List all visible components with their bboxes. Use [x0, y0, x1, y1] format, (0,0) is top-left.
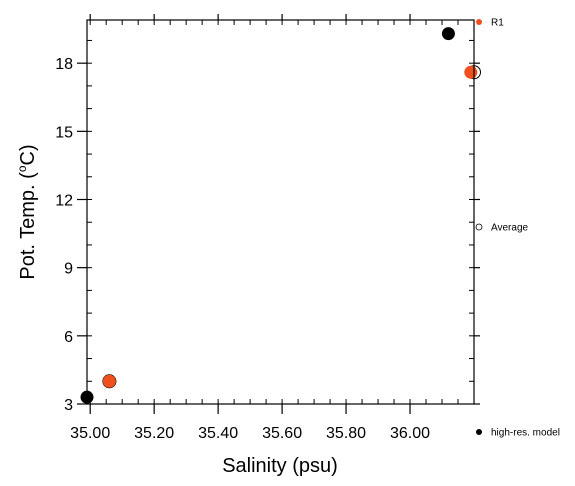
- y-axis-title-main: Pot. Temp. (: [17, 172, 39, 280]
- legend: R1 Average high-res. model: [475, 18, 560, 439]
- legend-label: R1: [491, 18, 504, 29]
- legend-marker: [475, 223, 483, 231]
- legend-label: high-res. model: [491, 428, 560, 439]
- y-tick-label: 18: [55, 56, 73, 73]
- x-tick-label: 35.00: [70, 425, 110, 442]
- x-tick-label: 35.60: [262, 425, 302, 442]
- y-axis-title: Pot. Temp. (oC): [15, 144, 39, 279]
- x-tick-label: 35.20: [134, 425, 174, 442]
- axis-ticks: [77, 14, 480, 414]
- tick-labels: 35.00 35.20 35.40 35.60 35.80 36.00 3 6 9 12 15 18: [55, 56, 430, 442]
- x-tick-label: 35.80: [326, 425, 366, 442]
- y-tick-label: 12: [55, 193, 73, 210]
- legend-label: Average: [491, 223, 529, 234]
- x-axis-title: Salinity (psu): [222, 455, 338, 477]
- model-point: [441, 27, 455, 41]
- y-tick-label: 9: [64, 261, 73, 278]
- legend-marker: [476, 19, 482, 25]
- y-tick-label: 3: [64, 397, 73, 414]
- x-tick-label: 36.00: [390, 425, 430, 442]
- legend-marker: [476, 429, 482, 435]
- r1-point: [464, 65, 478, 79]
- data-points: [80, 27, 481, 404]
- y-axis-title-suffix: C): [17, 144, 39, 165]
- r1-point: [102, 374, 116, 388]
- y-tick-label: 15: [55, 124, 73, 141]
- y-tick-label: 6: [64, 329, 73, 346]
- x-tick-label: 35.40: [198, 425, 238, 442]
- y-axis-title-unit: o: [15, 165, 29, 172]
- plot-frame: [86, 19, 475, 405]
